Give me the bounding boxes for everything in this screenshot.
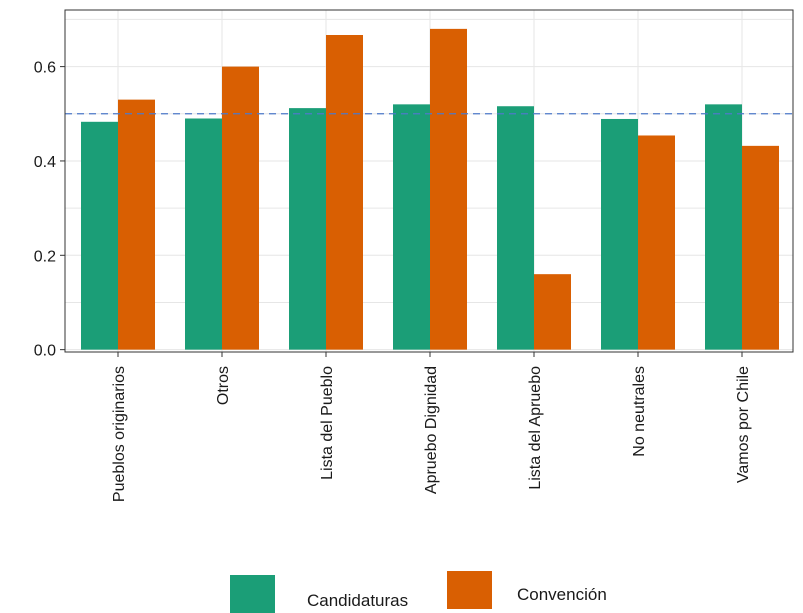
bar-convencion [118,99,155,350]
bar-convencion [222,66,259,350]
bar-convencion [534,274,571,350]
legend-label: Convención [517,585,607,604]
legend-swatch [230,575,275,613]
bar-candidaturas [81,121,118,350]
legend-item: Convención [447,571,607,609]
plot-frame [64,9,794,353]
bar-convencion [326,35,363,350]
legend-label: Candidaturas [307,591,408,610]
bar-convencion [742,145,779,350]
bar-convencion [430,28,467,350]
legend-item: Candidaturas [230,575,408,613]
bar-candidaturas [705,104,742,350]
x-tick-label: Lista del Apruebo [527,366,544,490]
x-tick-label: Lista del Pueblo [319,366,336,480]
x-tick-label: Pueblos originarios [111,366,128,502]
x-tick-label: Apruebo Dignidad [423,366,440,494]
y-tick-label: 0.2 [34,248,56,265]
y-axis: 0.0 0.2 0.4 0.6 [34,60,65,360]
bars [81,28,779,350]
x-tick-label: No neutrales [631,366,648,457]
bar-candidaturas [393,104,430,350]
x-axis: Pueblos originarios Otros Lista del Pueblo… [111,352,752,502]
bar-candidaturas [185,118,222,350]
x-tick-label: Otros [215,366,232,405]
y-tick-label: 0.6 [34,60,56,77]
legend: Candidaturas Convención [230,571,607,613]
legend-swatch [447,571,492,609]
bar-candidaturas [497,106,534,350]
bar-convencion [638,135,675,350]
bar-candidaturas [289,108,326,350]
y-tick-label: 0.4 [34,154,56,171]
y-tick-label: 0.0 [34,343,56,360]
x-tick-label: Vamos por Chile [735,366,752,483]
bar-candidaturas [601,118,638,350]
